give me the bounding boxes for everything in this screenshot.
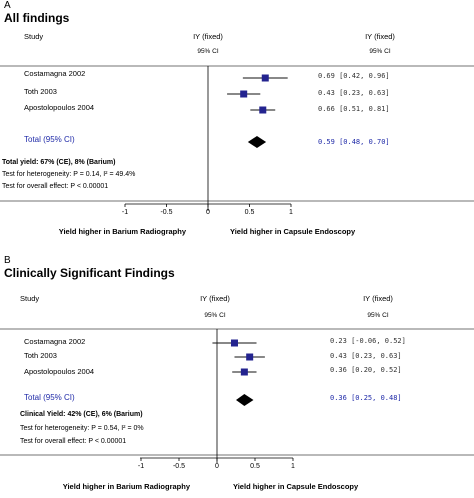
study-label: Costamagna 2002: [24, 69, 85, 78]
x-tick-label: -0.5: [160, 209, 172, 216]
ci-value: 0.69 [0.42, 0.96]: [318, 72, 390, 80]
study-label: Apostolopoulos 2004: [24, 367, 94, 376]
ci-value: 0.66 [0.51, 0.81]: [318, 105, 390, 113]
ci-value: 0.36 [0.20, 0.52]: [330, 366, 402, 374]
panel-b-overall-effect: Test for overall effect: P < 0.00001: [20, 438, 126, 445]
panel-b-plot-marks: -1 -0.5 0 0.5 1: [138, 339, 295, 470]
x-tick-label: 0.5: [245, 209, 255, 216]
total-diamond: [236, 394, 254, 406]
ci-value: 0.23 [-0.06, 0.52]: [330, 337, 406, 345]
study-point-estimate: [259, 106, 267, 114]
panel-b: B Clinically Significant Findings Study …: [0, 255, 474, 491]
panel-a-ci-header-right: 95% CI: [369, 48, 391, 55]
panel-a-plot-marks: -1 -0.5 0 0.5 1: [122, 74, 293, 216]
panel-b-ci-header-right: 95% CI: [367, 312, 389, 319]
panel-a-iy-header: IY (fixed): [193, 32, 223, 41]
ci-value: 0.43 [0.23, 0.63]: [318, 89, 390, 97]
panel-a-heterogeneity: Test for heterogeneity: P = 0.14, I² = 4…: [2, 171, 135, 178]
total-ci-value: 0.36 [0.25, 0.48]: [330, 394, 402, 402]
panel-a-right-direction-label: Yield higher in Capsule Endoscopy: [230, 227, 356, 236]
x-tick-label: -0.5: [173, 463, 185, 470]
panel-a-iy-header-right: IY (fixed): [365, 32, 395, 41]
panel-b-right-direction-label: Yield higher in Capsule Endoscopy: [233, 482, 359, 491]
x-tick-label: 0.5: [250, 463, 260, 470]
panel-b-yield-line: Clinical Yield: 42% (CE), 6% (Barium): [20, 411, 143, 418]
study-label: Toth 2003: [24, 351, 57, 360]
x-tick-label: 1: [289, 209, 293, 216]
study-label: Costamagna 2002: [24, 337, 85, 346]
total-label: Total (95% CI): [24, 135, 75, 144]
total-diamond: [247, 136, 267, 148]
total-ci-value: 0.59 [0.48, 0.70]: [318, 138, 390, 146]
study-point-estimate: [240, 368, 248, 376]
panel-b-letter: B: [4, 255, 11, 266]
panel-a-left-direction-label: Yield higher in Barium Radiography: [59, 227, 187, 236]
panel-b-heterogeneity: Test for heterogeneity: P = 0.54, I² = 0…: [20, 425, 144, 432]
study-label: Toth 2003: [24, 87, 57, 96]
panel-b-iy-header: IY (fixed): [200, 294, 230, 303]
total-label: Total (95% CI): [24, 393, 75, 402]
panel-a-title: All findings: [4, 11, 70, 25]
x-tick-label: 1: [291, 463, 295, 470]
study-point-estimate: [230, 339, 238, 347]
x-tick-label: -1: [138, 463, 144, 470]
x-tick-label: -1: [122, 209, 128, 216]
study-point-estimate: [261, 74, 269, 82]
panel-b-left-direction-label: Yield higher in Barium Radiography: [63, 482, 191, 491]
panel-b-ci-header: 95% CI: [204, 312, 226, 319]
ci-value: 0.43 [0.23, 0.63]: [330, 352, 402, 360]
study-point-estimate: [246, 353, 254, 361]
panel-a-yield-line: Total yield: 67% (CE), 8% (Barium): [2, 159, 115, 166]
study-label: Apostolopoulos 2004: [24, 103, 94, 112]
panel-a-study-header: Study: [24, 32, 43, 41]
x-tick-label: 0: [215, 463, 219, 470]
panel-a: A All findings Study IY (fixed) 95% CI I…: [0, 0, 474, 236]
panel-a-ci-header: 95% CI: [197, 48, 219, 55]
panel-a-overall-effect: Test for overall effect: P < 0.00001: [2, 183, 108, 190]
panel-a-letter: A: [4, 0, 11, 11]
panel-b-title: Clinically Significant Findings: [4, 266, 175, 280]
x-tick-label: 0: [206, 209, 210, 216]
panel-b-iy-header-right: IY (fixed): [363, 294, 393, 303]
study-point-estimate: [240, 90, 248, 98]
panel-b-study-header: Study: [20, 294, 39, 303]
